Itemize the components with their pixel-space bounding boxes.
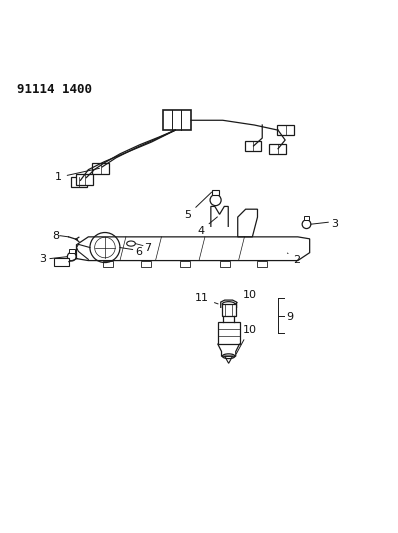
Text: 5: 5 xyxy=(184,192,212,220)
Bar xyxy=(54,258,68,266)
Text: 3: 3 xyxy=(331,219,338,229)
Text: 7: 7 xyxy=(144,243,152,253)
Text: 6: 6 xyxy=(135,247,142,257)
Text: 8: 8 xyxy=(52,231,59,241)
Text: 91114 1400: 91114 1400 xyxy=(17,83,92,96)
Text: 1: 1 xyxy=(55,168,100,182)
Text: 3: 3 xyxy=(39,254,46,264)
Bar xyxy=(164,110,191,130)
Bar xyxy=(218,322,240,344)
Bar xyxy=(69,249,74,253)
Bar xyxy=(76,174,93,185)
Bar xyxy=(222,304,236,316)
Bar xyxy=(140,261,151,267)
Bar xyxy=(269,143,286,154)
Text: 10: 10 xyxy=(235,290,256,304)
Bar xyxy=(212,190,219,196)
Text: 4: 4 xyxy=(197,217,217,236)
Bar xyxy=(277,125,294,135)
Text: 9: 9 xyxy=(287,312,294,322)
Bar xyxy=(92,163,109,174)
Bar xyxy=(245,141,261,151)
Text: 11: 11 xyxy=(195,293,218,304)
Text: 2: 2 xyxy=(287,253,300,264)
Bar xyxy=(70,177,87,188)
Bar xyxy=(103,261,113,267)
Bar xyxy=(220,261,230,267)
Bar xyxy=(180,261,190,267)
Bar xyxy=(257,261,267,267)
Bar xyxy=(304,216,309,220)
Text: 10: 10 xyxy=(236,325,256,354)
